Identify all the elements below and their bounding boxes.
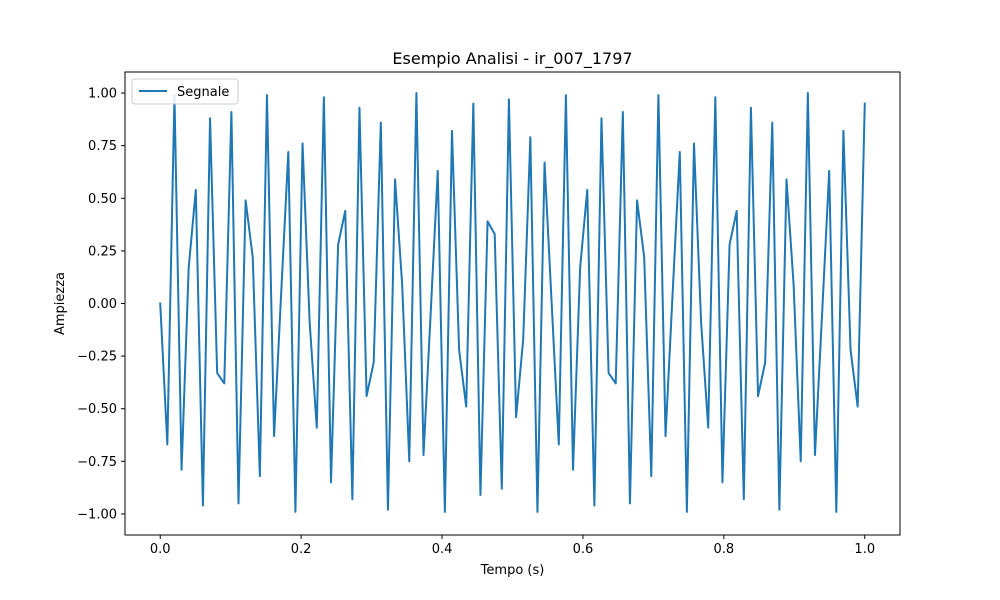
x-tick-label: 0.8	[714, 542, 735, 557]
series-layer	[159, 92, 866, 513]
series-line	[159, 92, 866, 513]
y-tick-label: 0.75	[88, 139, 117, 154]
y-tick-label: −0.75	[77, 455, 117, 470]
legend: Segnale	[131, 78, 239, 105]
x-tick-label: 1.0	[854, 542, 875, 557]
x-tick-label: 0.6	[573, 542, 594, 557]
y-tick-label: 0.25	[88, 244, 117, 259]
x-axis-ticks: 0.0 0.2 0.4 0.6 0.8 1.0	[150, 535, 875, 557]
y-tick-label: −0.50	[77, 402, 117, 417]
x-tick-label: 0.0	[150, 542, 171, 557]
y-tick-label: 1.00	[88, 87, 117, 102]
y-axis-label: Ampiezza	[53, 272, 68, 335]
x-tick-label: 0.2	[291, 542, 312, 557]
y-tick-label: 0.00	[88, 297, 117, 312]
y-tick-label: −0.25	[77, 350, 117, 365]
x-tick-label: 0.4	[432, 542, 453, 557]
x-axis-label: Tempo (s)	[480, 563, 545, 578]
y-tick-label: −1.00	[77, 507, 117, 522]
legend-label: Segnale	[177, 85, 229, 100]
y-axis-ticks: −1.00 −0.75 −0.50 −0.25 0.00 0.25 0.50 0.75 1.00	[77, 87, 125, 522]
legend-box	[131, 78, 239, 105]
chart-title: Esempio Analisi - ir_007_1797	[392, 49, 632, 69]
y-tick-label: 0.50	[88, 192, 117, 207]
